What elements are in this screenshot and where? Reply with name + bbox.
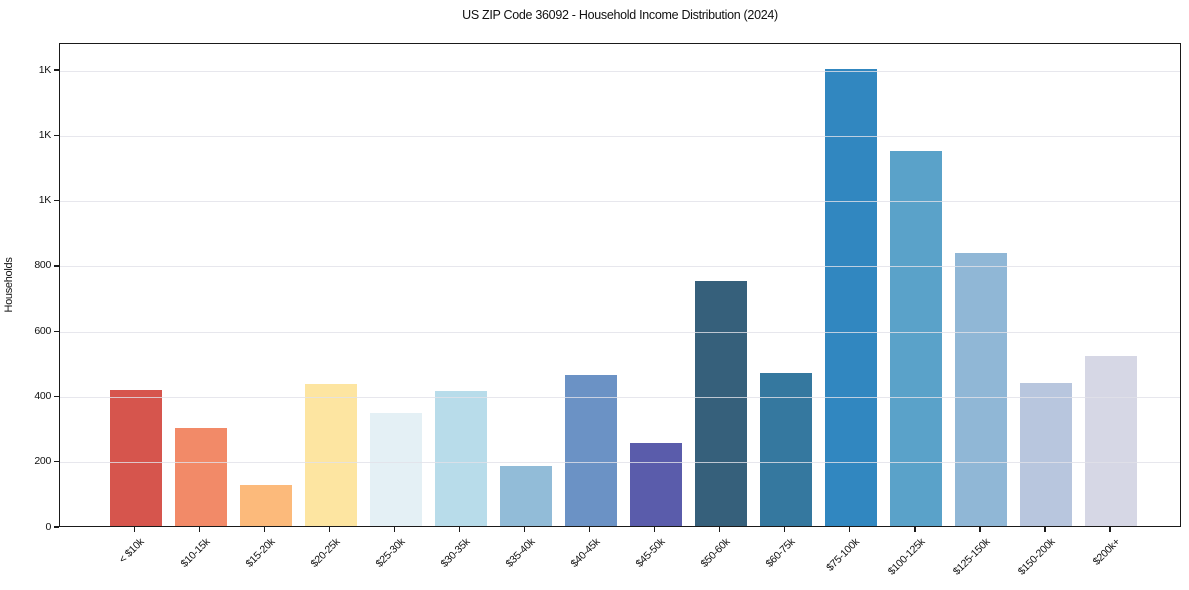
x-tick-mark: [133, 527, 136, 532]
bar-$50-60k: [694, 281, 747, 526]
y-tick-label: 0: [45, 520, 51, 533]
x-tick-label-text: $125-150k: [950, 536, 993, 578]
y-tick-mark: [54, 265, 59, 267]
x-tick-mark: [393, 527, 396, 532]
bar-$35-40k: [499, 465, 552, 526]
x-tick-label-text: $50-60k: [698, 536, 733, 570]
x-tick-mark: [589, 527, 591, 532]
x-tick-label-text: $100-125k: [885, 536, 928, 578]
x-tick-label-text: $200k+: [1090, 536, 1123, 568]
y-tick-mark: [54, 461, 59, 463]
y-tick-mark: [54, 526, 59, 528]
bar-$30-35k: [434, 390, 487, 526]
x-tick-mark: [198, 527, 201, 532]
y-tick-mark: [54, 199, 59, 202]
x-tick-mark: [524, 527, 526, 532]
bar-$25-30k: [369, 413, 422, 526]
y-tick-label: 600: [34, 324, 51, 337]
x-tick-label-text: $15-20k: [243, 536, 278, 570]
y-tick-mark: [54, 330, 59, 332]
bar-$20-25k: [304, 384, 357, 526]
x-tick-mark: [263, 527, 266, 532]
x-tick-mark: [979, 527, 981, 532]
y-tick-mark: [54, 69, 59, 71]
y-tick-mark: [54, 134, 59, 136]
chart-title: US ZIP Code 36092 - Household Income Dis…: [462, 8, 778, 22]
plot-area: [59, 43, 1181, 527]
y-tick-label: 1K: [38, 128, 52, 141]
bar-< $10k: [109, 389, 162, 526]
x-tick-label-text: $30-35k: [438, 536, 473, 570]
y-tick-label: 400: [34, 389, 51, 402]
bar-$100-125k: [889, 151, 942, 526]
x-tick-mark: [459, 527, 461, 532]
bar-$45-50k: [629, 443, 682, 526]
bar-$200k+: [1084, 355, 1137, 526]
x-tick-label-text: $25-30k: [373, 536, 408, 570]
x-tick-label-text: $60-75k: [763, 536, 798, 570]
y-tick-label: 200: [34, 455, 51, 468]
bars-layer: [60, 44, 1180, 526]
bar-$10-15k: [174, 428, 227, 526]
x-tick-label-text: $40-45k: [568, 536, 603, 570]
x-tick-mark: [328, 527, 331, 532]
bar-$40-45k: [564, 374, 617, 526]
x-tick-mark: [784, 527, 786, 532]
bar-$150-200k: [1019, 382, 1072, 526]
x-tick-label-text: $35-40k: [503, 536, 538, 570]
y-tick-mark: [54, 395, 59, 398]
bar-$75-100k: [824, 69, 877, 526]
bar-$60-75k: [759, 373, 812, 526]
x-tick-label-text: $45-50k: [633, 536, 668, 570]
x-tick-label-text: $20-25k: [308, 536, 343, 570]
bar-$15-20k: [239, 484, 292, 526]
x-tick-label-text: < $10k: [117, 536, 147, 566]
x-tick-mark: [654, 527, 656, 532]
x-tick-mark: [849, 527, 851, 532]
x-tick-mark: [1044, 527, 1046, 532]
y-tick-label: 1K: [38, 194, 52, 207]
x-tick-mark: [1109, 527, 1111, 532]
x-tick-mark: [719, 527, 721, 532]
y-tick-label: 1K: [38, 63, 52, 76]
y-tick-label: 800: [34, 259, 51, 272]
bar-$125-150k: [954, 252, 1007, 526]
x-tick-label-text: $75-100k: [824, 536, 863, 574]
x-tick-label-text: $10-15k: [178, 536, 213, 570]
x-tick-mark: [914, 527, 916, 532]
x-tick-label-text: $150-200k: [1015, 536, 1058, 578]
